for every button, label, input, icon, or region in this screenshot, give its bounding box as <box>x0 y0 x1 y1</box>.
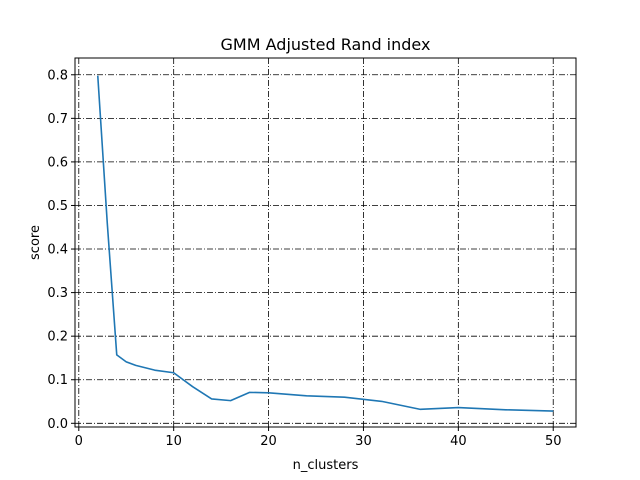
plot-frame <box>74 57 577 428</box>
x-axis-label: n_clusters <box>293 458 359 473</box>
y-tick-label: 0.7 <box>47 112 68 127</box>
y-tick-label: 0.4 <box>47 243 68 258</box>
x-tick-label: 10 <box>165 434 182 449</box>
y-tick-label: 0.3 <box>47 286 68 301</box>
y-axis-ticks: 0.0 0.1 0.2 0.3 0.4 0.5 0.6 0.7 0.8 <box>47 68 75 432</box>
x-tick-label: 50 <box>545 434 562 449</box>
x-tick-label: 30 <box>355 434 372 449</box>
grid <box>75 58 576 427</box>
chart-title: GMM Adjusted Rand index <box>221 35 431 54</box>
x-tick-label: 40 <box>450 434 467 449</box>
y-tick-label: 0.2 <box>47 330 68 345</box>
y-tick-label: 0.8 <box>47 68 68 83</box>
y-tick-label: 0.1 <box>47 373 68 388</box>
series-line <box>96 75 554 412</box>
y-tick-label: 0.0 <box>47 417 68 432</box>
x-tick-label: 0 <box>75 434 83 449</box>
y-axis-label: score <box>28 225 43 260</box>
y-tick-label: 0.6 <box>47 155 68 170</box>
series-layer <box>96 75 554 412</box>
y-tick-label: 0.5 <box>47 199 68 214</box>
x-axis-ticks: 0 10 20 30 40 50 <box>75 427 562 449</box>
x-tick-label: 20 <box>260 434 277 449</box>
